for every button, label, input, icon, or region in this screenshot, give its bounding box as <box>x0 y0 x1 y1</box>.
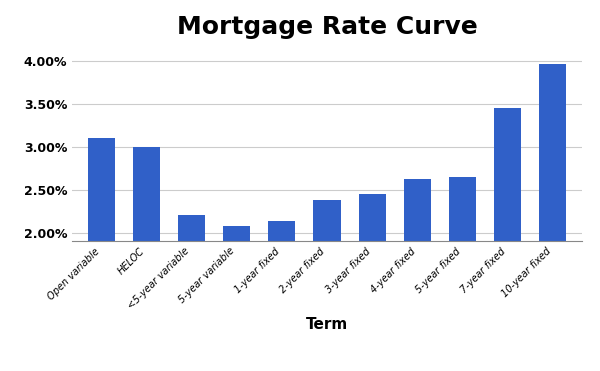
Bar <box>313 200 341 371</box>
Title: Mortgage Rate Curve: Mortgage Rate Curve <box>176 15 478 39</box>
Bar <box>539 64 566 371</box>
Bar <box>133 147 160 371</box>
X-axis label: Term: Term <box>306 317 348 332</box>
Bar <box>223 226 250 371</box>
Bar <box>449 177 476 371</box>
Bar <box>268 221 295 371</box>
Bar <box>494 108 521 371</box>
Bar <box>178 216 205 371</box>
Bar <box>359 194 386 371</box>
Bar <box>404 178 431 371</box>
Bar <box>88 138 115 371</box>
